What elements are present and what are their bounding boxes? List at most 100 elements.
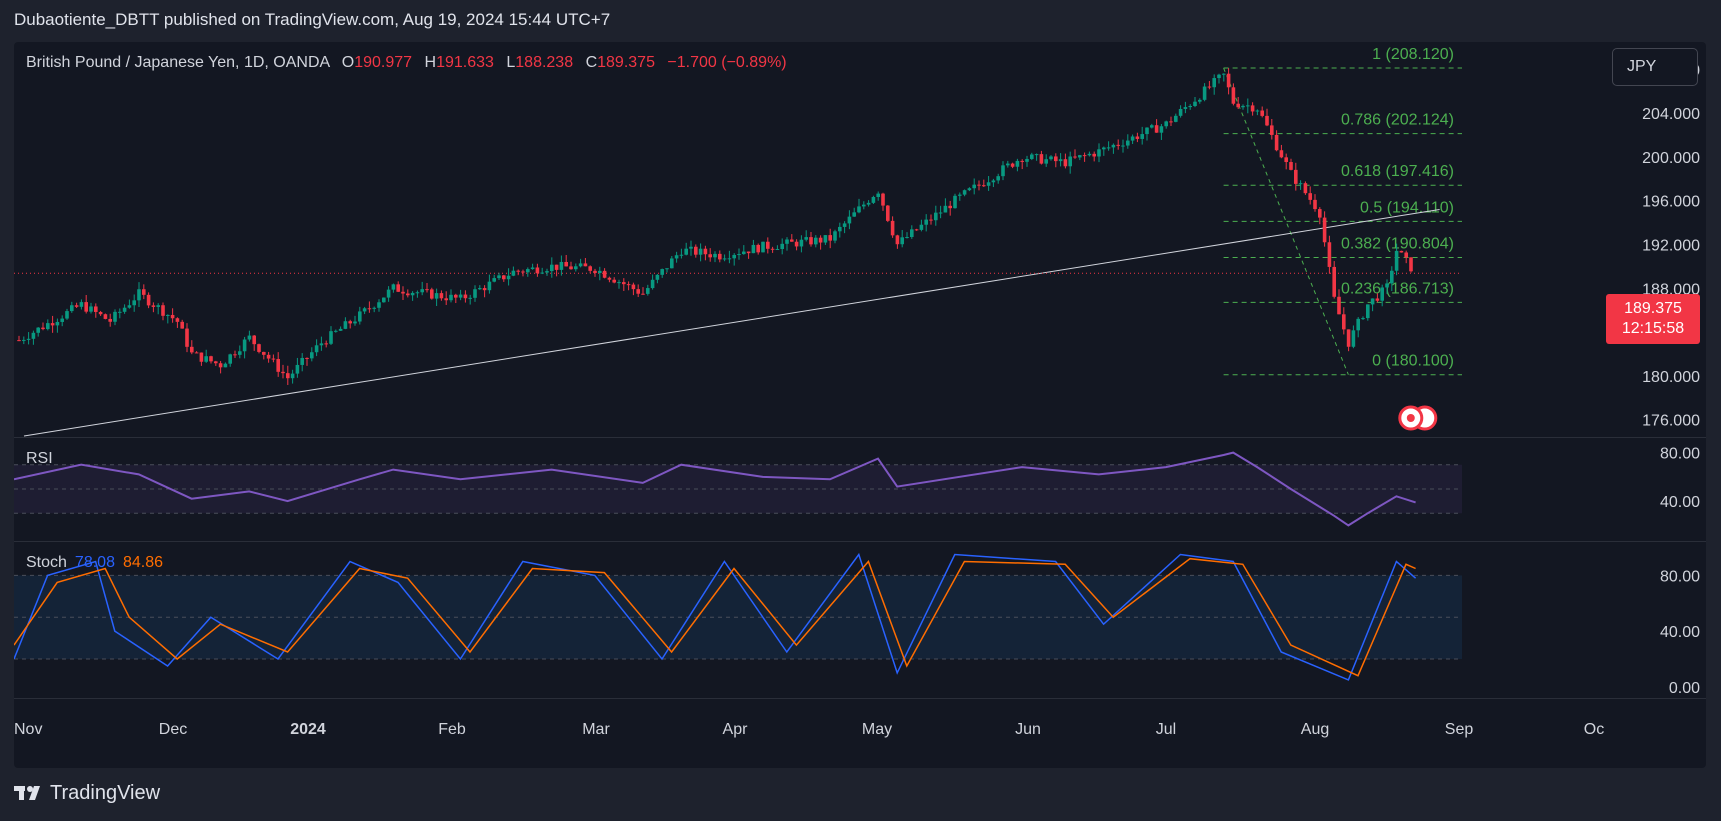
candle-body (1279, 150, 1284, 158)
time-axis-label: Oc (1584, 721, 1604, 738)
candle-body (1102, 147, 1106, 150)
candle-body (334, 330, 338, 332)
candle-body (1049, 156, 1053, 160)
candle-body (238, 351, 242, 355)
candle-body (756, 244, 760, 253)
candle-body (1188, 106, 1192, 108)
candle-body (698, 248, 703, 255)
candle-body (641, 293, 645, 295)
candle-body (1322, 217, 1327, 243)
candle-body (478, 288, 482, 290)
fib-level-label: 0.236 (186.713) (1341, 280, 1454, 297)
candle-body (866, 202, 871, 205)
candle-body (132, 300, 136, 306)
candle-body (79, 302, 84, 307)
candle-body (1058, 159, 1063, 162)
candle-body (1087, 153, 1092, 156)
stoch-axis-label: 80.00 (1660, 568, 1700, 585)
candle-body (127, 305, 132, 308)
candle-body (1130, 136, 1135, 141)
candle-body (1226, 73, 1231, 88)
candle-body (497, 275, 501, 279)
candle-body (22, 339, 26, 341)
candle-body (108, 318, 112, 322)
fib-level-label: 0 (180.100) (1372, 353, 1454, 370)
candle-body (1178, 108, 1183, 116)
candle-body (1409, 257, 1413, 272)
stoch-legend[interactable]: Stoch 78.08 84.86 (26, 554, 163, 572)
candle-body (1174, 115, 1178, 122)
candle-body (545, 271, 549, 273)
candle-body (1082, 155, 1087, 157)
candle-body (1289, 162, 1293, 170)
pane-separator-rsi (14, 437, 1706, 438)
time-axis-label: Sep (1445, 721, 1474, 738)
close-label: C (585, 54, 598, 71)
candle-body (310, 352, 314, 359)
candle-body (502, 275, 506, 280)
candle-body (1303, 183, 1308, 194)
candle-body (1380, 287, 1384, 301)
rsi-label[interactable]: RSI (26, 450, 53, 467)
candle-body (348, 321, 352, 324)
candle-body (1030, 154, 1034, 159)
candle-body (526, 269, 530, 273)
candle-body (146, 294, 151, 306)
candle-body (708, 254, 712, 258)
candle-body (74, 305, 79, 307)
candle-body (362, 308, 367, 312)
currency-button[interactable]: JPY (1612, 48, 1698, 86)
candle-body (598, 270, 602, 274)
candle-body (84, 302, 88, 312)
candle-body (1140, 134, 1144, 139)
candle-body (1044, 159, 1048, 164)
candle-body (1020, 160, 1024, 162)
chart-svg[interactable]: 1 (208.120) 0.786 (202.124) 0.618 (197.416… (14, 42, 1706, 768)
stoch-k-value: 78.08 (74, 554, 115, 571)
chart-frame[interactable]: 1 (208.120) 0.786 (202.124) 0.618 (197.416… (14, 42, 1706, 768)
price-axis-label: 180.000 (1642, 369, 1700, 386)
candle-body (799, 239, 804, 247)
candle-body (670, 258, 674, 269)
candle-body (142, 289, 146, 295)
candle-body (607, 277, 612, 280)
candle-body (828, 235, 832, 241)
candle-body (1399, 250, 1404, 253)
candle-body (631, 284, 636, 290)
candle-body (1404, 252, 1408, 258)
fib-diagonal (1223, 67, 1349, 375)
candle-body (314, 345, 319, 353)
candle-body (324, 343, 328, 345)
candle-body (655, 274, 660, 280)
candle-body (540, 272, 544, 274)
price-badge: 189.375 12:15:58 (1606, 294, 1700, 344)
candle-body (233, 354, 237, 356)
candle-body (463, 294, 468, 299)
candle-body (228, 354, 232, 364)
candle-body (871, 197, 876, 203)
candle-body (151, 305, 156, 307)
candle-body (833, 231, 837, 241)
candle-body (17, 340, 21, 342)
candle-body (1202, 86, 1207, 100)
candle-body (415, 292, 420, 294)
candle-body (1246, 105, 1250, 107)
candle-body (689, 246, 693, 249)
rsi-axis-label: 40.00 (1660, 494, 1700, 511)
candle-body (89, 306, 93, 312)
fib-level-label: 1 (208.120) (1372, 46, 1454, 63)
candle-body (1250, 105, 1255, 112)
stoch-d-line (14, 557, 1416, 677)
candle-body (972, 184, 976, 189)
candle-body (914, 229, 919, 231)
candle-body (1097, 149, 1101, 157)
candle-body (1308, 193, 1312, 200)
candle-body (530, 267, 535, 270)
candle-body (430, 289, 434, 299)
candle-body (1294, 169, 1298, 184)
candle-body (458, 294, 463, 298)
candle-body (247, 335, 252, 340)
tradingview-logo[interactable]: TradingView (14, 782, 160, 805)
candle-body (454, 294, 458, 298)
price-axis-label: 176.000 (1642, 413, 1700, 430)
